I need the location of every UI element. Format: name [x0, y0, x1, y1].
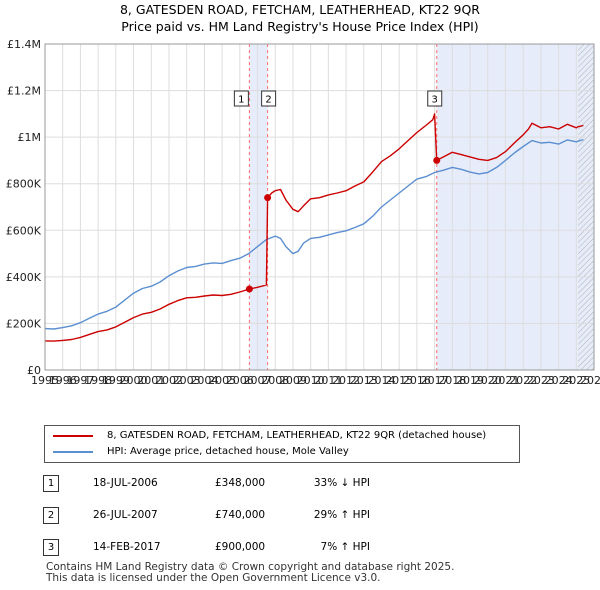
- legend-item-property: 8, GATESDEN ROAD, FETCHAM, LEATHERHEAD, …: [53, 430, 486, 441]
- x-tick-label: 2014: [367, 374, 395, 387]
- event-label: 3: [432, 95, 438, 106]
- x-tick-label: 2000: [120, 374, 148, 387]
- x-tick-label: 2020: [474, 374, 502, 387]
- legend-item-hpi: HPI: Average price, detached house, Mole…: [53, 446, 349, 457]
- x-tick-label: 2016: [403, 374, 431, 387]
- x-tick-label: 2006: [226, 374, 254, 387]
- legend-swatch-hpi: [53, 450, 93, 453]
- event-label: 2: [265, 95, 271, 106]
- transaction-marker: 1: [43, 475, 59, 492]
- y-tick-label: £200K: [6, 317, 42, 330]
- transaction-price: £348,000: [215, 477, 266, 489]
- sale-point: [245, 285, 253, 293]
- event-label: 1: [238, 95, 244, 106]
- transaction-price: £740,000: [215, 509, 266, 521]
- x-tick-label: 2013: [350, 374, 378, 387]
- x-tick-label: 2007: [244, 374, 272, 387]
- event-label-box: [233, 90, 249, 107]
- event-label-box: [427, 90, 443, 107]
- x-tick-label: 2026: [580, 374, 600, 387]
- legend-label-property: 8, GATESDEN ROAD, FETCHAM, LEATHERHEAD, …: [107, 430, 487, 441]
- x-tick-label: 1996: [49, 374, 77, 387]
- property-price-line: [44, 113, 584, 342]
- x-tick-label: 2019: [456, 374, 484, 387]
- transaction-date: 26-JUL-2007: [93, 509, 158, 521]
- transaction-row: 2 26-JUL-2007 £740,000 29% ↑ HPI: [0, 507, 600, 527]
- legend-swatch-property: [53, 434, 93, 437]
- y-tick-label: £1.2M: [7, 85, 41, 98]
- x-tick-label: 2025: [562, 374, 590, 387]
- transaction-date: 18-JUL-2006: [93, 477, 158, 489]
- x-tick-label: 2004: [190, 374, 218, 387]
- x-tick-label: 1997: [66, 374, 94, 387]
- y-tick-label: £1M: [18, 131, 42, 144]
- legend-label-hpi: HPI: Average price, detached house, Mole…: [107, 446, 349, 457]
- chart-subtitle: Price paid vs. HM Land Registry's House …: [121, 19, 479, 34]
- plot-frame: [44, 43, 595, 371]
- x-tick-label: 2024: [545, 374, 573, 387]
- shaded-period: [436, 44, 594, 370]
- transaction-hpi: 33% ↓ HPI: [313, 477, 370, 489]
- x-tick-label: 2008: [261, 374, 289, 387]
- x-tick-label: 2018: [438, 374, 466, 387]
- price-chart: 1995199619971998199920002001200220032004…: [6, 38, 600, 387]
- transaction-price: £900,000: [215, 541, 266, 553]
- x-tick-label: 2021: [491, 374, 519, 387]
- x-tick-label: 1999: [102, 374, 130, 387]
- transaction-hpi: 29% ↑ HPI: [313, 509, 370, 521]
- x-tick-label: 2003: [173, 374, 201, 387]
- x-tick-label: 2001: [137, 374, 165, 387]
- forecast-region: [578, 44, 594, 370]
- y-tick-label: £600K: [6, 224, 42, 237]
- x-tick-label: 2010: [297, 374, 325, 387]
- x-tick-label: 2023: [527, 374, 555, 387]
- transaction-row: 1 18-JUL-2006 £348,000 33% ↓ HPI: [0, 475, 600, 495]
- x-tick-label: 1998: [84, 374, 112, 387]
- hpi-line: [44, 138, 584, 330]
- sale-point: [433, 156, 441, 164]
- x-tick-label: 1995: [31, 374, 59, 387]
- transaction-marker: 3: [43, 539, 59, 556]
- x-tick-label: 2009: [279, 374, 307, 387]
- transaction-hpi: 7% ↑ HPI: [320, 541, 370, 553]
- x-tick-label: 2005: [208, 374, 236, 387]
- transaction-date: 14-FEB-2017: [93, 541, 161, 553]
- footer-license: This data is licensed under the Open Gov…: [46, 572, 381, 584]
- legend: 8, GATESDEN ROAD, FETCHAM, LEATHERHEAD, …: [44, 425, 520, 463]
- x-tick-label: 2002: [155, 374, 183, 387]
- transaction-marker: 2: [43, 507, 59, 524]
- transaction-row: 3 14-FEB-2017 £900,000 7% ↑ HPI: [0, 539, 600, 559]
- footer-copyright: Contains HM Land Registry data © Crown c…: [46, 561, 455, 573]
- x-tick-label: 2012: [332, 374, 360, 387]
- event-label-box: [261, 90, 277, 107]
- x-tick-label: 2022: [509, 374, 537, 387]
- chart-title: 8, GATESDEN ROAD, FETCHAM, LEATHERHEAD, …: [119, 2, 480, 17]
- y-tick-label: £400K: [6, 271, 42, 284]
- y-tick-label: £0: [27, 364, 41, 377]
- y-tick-label: £800K: [6, 178, 42, 191]
- y-tick-label: £1.4M: [7, 38, 41, 51]
- x-tick-label: 2015: [385, 374, 413, 387]
- x-tick-label: 2017: [421, 374, 449, 387]
- sale-point: [264, 194, 272, 202]
- x-tick-label: 2011: [314, 374, 342, 387]
